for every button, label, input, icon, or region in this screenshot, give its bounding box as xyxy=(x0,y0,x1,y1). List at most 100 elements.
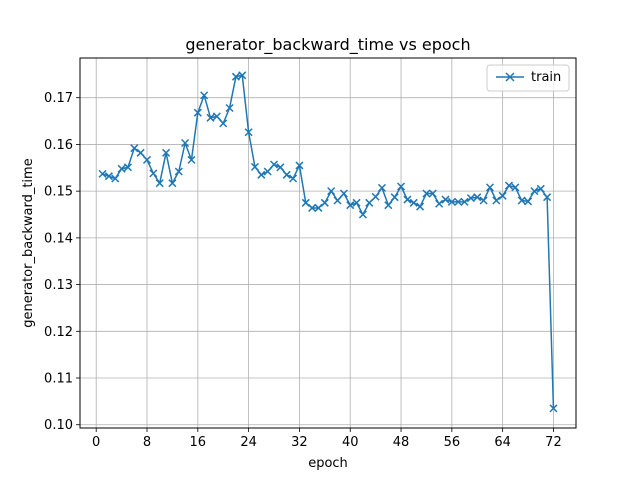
data-point xyxy=(282,170,291,179)
x-tick-label: 56 xyxy=(444,435,461,450)
data-point xyxy=(269,160,279,169)
y-axis-ticks: 0.10 0.11 0.12 0.13 0.14 0.15 0.16 0.17 xyxy=(44,91,80,433)
x-tick-label: 32 xyxy=(291,435,308,450)
data-point xyxy=(155,179,164,188)
data-point xyxy=(181,138,190,148)
data-point xyxy=(257,170,266,179)
data-point xyxy=(416,202,425,211)
data-point xyxy=(149,169,158,178)
data-point xyxy=(200,91,209,100)
data-point xyxy=(136,148,145,157)
data-point xyxy=(371,192,380,201)
data-point xyxy=(498,191,507,200)
data-point xyxy=(250,162,259,171)
legend-box xyxy=(486,64,570,92)
x-tick-label: 64 xyxy=(494,435,511,450)
data-point xyxy=(238,71,247,80)
data-point xyxy=(130,144,139,153)
data-point xyxy=(466,194,475,203)
y-tick-label: 0.17 xyxy=(44,91,73,106)
grid-lines xyxy=(80,58,576,428)
data-point xyxy=(543,193,552,202)
data-point xyxy=(346,201,355,210)
y-tick-label: 0.12 xyxy=(44,325,73,340)
data-point xyxy=(263,167,272,176)
data-point xyxy=(492,196,501,205)
x-tick-label: 24 xyxy=(240,435,257,450)
data-point xyxy=(485,183,494,192)
data-point xyxy=(517,196,526,205)
data-point xyxy=(308,203,317,212)
y-axis-label: generator_backward_time xyxy=(21,158,36,327)
data-point xyxy=(295,161,304,170)
data-point xyxy=(339,189,348,198)
data-point xyxy=(111,174,120,183)
data-point xyxy=(314,203,323,212)
data-point xyxy=(390,193,399,202)
data-point xyxy=(447,197,456,206)
data-point xyxy=(536,184,545,193)
x-axis-label: epoch xyxy=(308,456,348,471)
data-point xyxy=(142,155,152,164)
x-tick-label: 72 xyxy=(545,435,562,450)
data-point xyxy=(365,198,374,207)
data-point xyxy=(276,163,285,172)
data-point xyxy=(473,193,482,202)
data-point xyxy=(231,72,240,81)
x-tick-label: 48 xyxy=(393,435,410,450)
data-point xyxy=(524,197,533,206)
data-point xyxy=(479,196,488,205)
data-point xyxy=(358,210,367,219)
data-point xyxy=(98,169,107,178)
data-point xyxy=(117,164,126,173)
data-point xyxy=(174,167,183,176)
data-point xyxy=(460,197,469,206)
chart-title: generator_backward_time vs epoch xyxy=(185,35,470,55)
data-point xyxy=(206,113,215,122)
data-point xyxy=(377,183,387,192)
data-point xyxy=(193,108,202,117)
y-tick-label: 0.13 xyxy=(44,278,73,293)
data-point xyxy=(504,181,514,190)
data-point xyxy=(435,199,444,208)
x-axis-ticks: 0 8 16 24 32 40 48 56 64 72 xyxy=(92,428,562,450)
x-tick-label: 0 xyxy=(92,435,100,450)
data-point xyxy=(403,195,412,204)
y-tick-label: 0.10 xyxy=(44,418,73,433)
data-point xyxy=(511,183,520,192)
data-point xyxy=(219,119,228,128)
data-point xyxy=(168,179,177,188)
legend-marker-train xyxy=(505,72,515,82)
data-point xyxy=(454,197,463,206)
data-point xyxy=(428,189,437,198)
data-point xyxy=(333,196,342,205)
data-point xyxy=(320,198,329,207)
data-point xyxy=(441,195,450,204)
data-point xyxy=(422,189,431,198)
data-point xyxy=(409,198,418,207)
series-layer xyxy=(98,71,558,413)
y-tick-label: 0.15 xyxy=(44,185,73,200)
y-tick-label: 0.16 xyxy=(44,138,73,153)
data-point xyxy=(397,182,406,191)
plot-frame xyxy=(79,57,577,429)
x-tick-label: 40 xyxy=(342,435,359,450)
data-point xyxy=(244,128,253,137)
data-point xyxy=(104,172,113,181)
y-tick-label: 0.11 xyxy=(44,372,73,387)
x-tick-label: 16 xyxy=(190,435,207,450)
data-point xyxy=(162,148,171,157)
x-tick-label: 8 xyxy=(143,435,151,450)
data-point xyxy=(327,187,336,196)
data-point xyxy=(212,112,221,121)
data-point xyxy=(187,155,196,164)
data-point xyxy=(530,187,539,196)
data-point xyxy=(301,198,310,207)
data-point xyxy=(352,198,361,207)
legend: train xyxy=(486,64,570,92)
data-point xyxy=(549,404,558,413)
y-tick-label: 0.14 xyxy=(44,231,73,246)
data-point xyxy=(384,201,393,210)
data-point xyxy=(225,103,234,113)
